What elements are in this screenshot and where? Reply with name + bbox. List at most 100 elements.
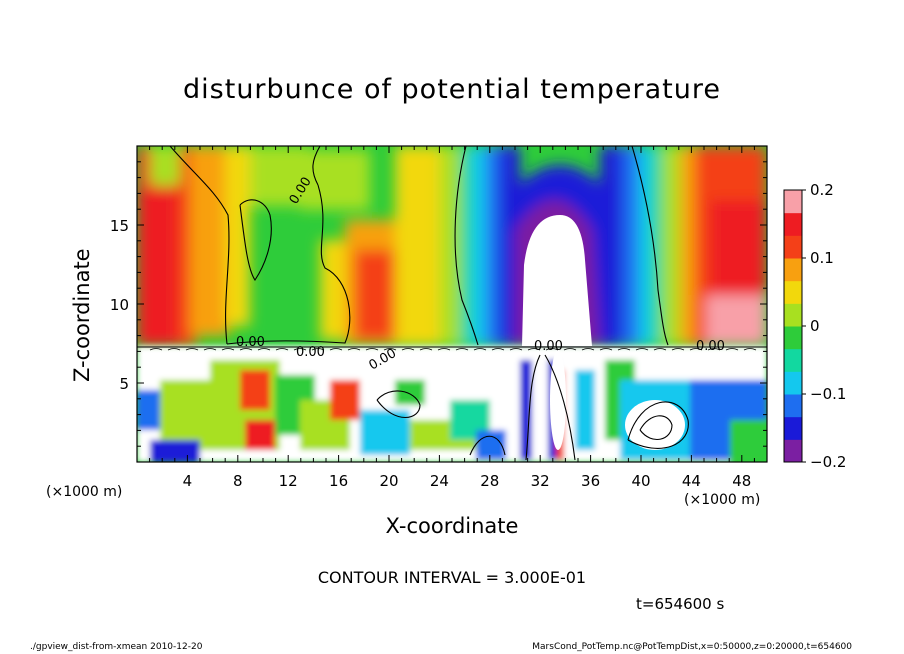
x-tick-label: 32 (531, 472, 550, 490)
white-cell-right (625, 400, 685, 450)
x-tick-label: 40 (631, 472, 650, 490)
contour-line (149, 348, 163, 351)
x-tick-label: 8 (233, 472, 243, 490)
white-core (522, 215, 592, 346)
contour-line (311, 348, 325, 351)
colorbar-segment (784, 439, 802, 463)
colorbar-segment (784, 371, 802, 395)
x-axis: 4 8 12 16 20 24 28 32 36 40 44 48 (149, 146, 755, 490)
y-tick-label: 15 (110, 217, 129, 235)
contour-line (473, 348, 487, 351)
contour-line (527, 348, 541, 351)
colorbar-segment (784, 348, 802, 372)
contour-line (454, 146, 479, 346)
colorbar-tick-label: −0.1 (810, 385, 846, 403)
contour-line (419, 348, 433, 351)
contour-line (491, 348, 505, 351)
contour-lines: 0.000.000.00 0.00 0.000.00 (137, 146, 767, 461)
colorbar-tick-label: −0.2 (810, 453, 846, 471)
colorbar-tick-label: 0 (810, 317, 820, 335)
contour-line (581, 348, 595, 351)
y-tick-label: 5 (119, 375, 129, 393)
contour-line (293, 348, 307, 351)
contour-line (383, 348, 397, 351)
x-tick-label: 16 (329, 472, 348, 490)
lower-layer (137, 346, 767, 462)
contour-line (627, 401, 689, 449)
colorbar-segment (784, 416, 802, 440)
contour-line (617, 348, 631, 351)
field-heatmap (137, 146, 767, 462)
contour-line (226, 184, 351, 345)
contour-line (221, 348, 235, 351)
contour-line (275, 348, 289, 351)
contour-line (689, 348, 703, 351)
chart-title: disturbunce of potential temperature (183, 74, 721, 105)
contour-line (347, 348, 361, 351)
white-cell-mid (550, 350, 566, 450)
contour-line (365, 348, 379, 351)
contour-line (401, 348, 415, 351)
colorbar-segment (784, 280, 802, 304)
contour-line (639, 415, 673, 440)
colorbar: 0.2 0.1 0 −0.1 −0.2 (783, 181, 846, 471)
x-tick-label: 28 (480, 472, 499, 490)
colorbar-segment (784, 235, 802, 259)
contour-label: 0.00 (296, 345, 325, 360)
x-tick-label: 24 (430, 472, 449, 490)
colorbar-tick-label: 0.2 (810, 181, 834, 199)
contour-label: 0.00 (696, 339, 725, 354)
contour-line (635, 348, 649, 351)
contour-label: 0.00 (534, 339, 563, 354)
y-tick-label: 10 (110, 296, 129, 314)
contour-line (203, 348, 217, 351)
colorbar-segment (784, 303, 802, 327)
colorbar-segment (784, 326, 802, 350)
x-tick-label: 20 (379, 472, 398, 490)
contour-line (563, 348, 577, 351)
x-unit-right: (×1000 m) (684, 492, 761, 508)
contour-line (509, 348, 523, 351)
x-unit-left: (×1000 m) (46, 484, 123, 500)
contour-line (653, 348, 667, 351)
colorbar-segment (784, 212, 802, 236)
contour-line (545, 348, 559, 351)
contour-line (725, 348, 739, 351)
footer-right: MarsCond_PotTemp.nc@PotTempDist,x=0:5000… (532, 642, 852, 652)
x-axis-label: X-coordinate (385, 514, 519, 538)
contour-line (544, 354, 576, 461)
x-tick-label: 44 (682, 472, 701, 490)
colorbar-segment (784, 394, 802, 418)
x-tick-label: 48 (732, 472, 751, 490)
colorbar-tick-label: 0.1 (810, 249, 834, 267)
contour-line (469, 435, 506, 456)
contour-line (167, 348, 181, 351)
contour-line (671, 348, 685, 351)
colorbar-segment (784, 258, 802, 282)
contour-line (631, 146, 669, 346)
contour-line (239, 348, 253, 351)
contour-label: 0.00 (236, 335, 265, 350)
contour-line (743, 348, 757, 351)
contour-line (525, 354, 541, 461)
y-axis-label: Z-coordinate (70, 248, 94, 382)
x-tick-label: 12 (279, 472, 298, 490)
contour-line (312, 146, 321, 186)
x-tick-label: 36 (581, 472, 600, 490)
colorbar-segment (784, 190, 802, 214)
contour-line (239, 199, 272, 281)
contour-line (455, 348, 469, 351)
contour-line (185, 348, 199, 351)
contour-line (257, 348, 271, 351)
upper-layer (137, 146, 767, 346)
contour-line (599, 348, 613, 351)
contour-line (329, 348, 343, 351)
contour-line (437, 348, 451, 351)
contour-interval-text: CONTOUR INTERVAL = 3.000E-01 (317, 568, 587, 587)
contour-line (707, 348, 721, 351)
y-axis: 5 10 15 (110, 161, 767, 447)
contour-line (376, 390, 421, 418)
contour-line (169, 146, 230, 345)
time-text: t=654600 s (636, 595, 725, 613)
